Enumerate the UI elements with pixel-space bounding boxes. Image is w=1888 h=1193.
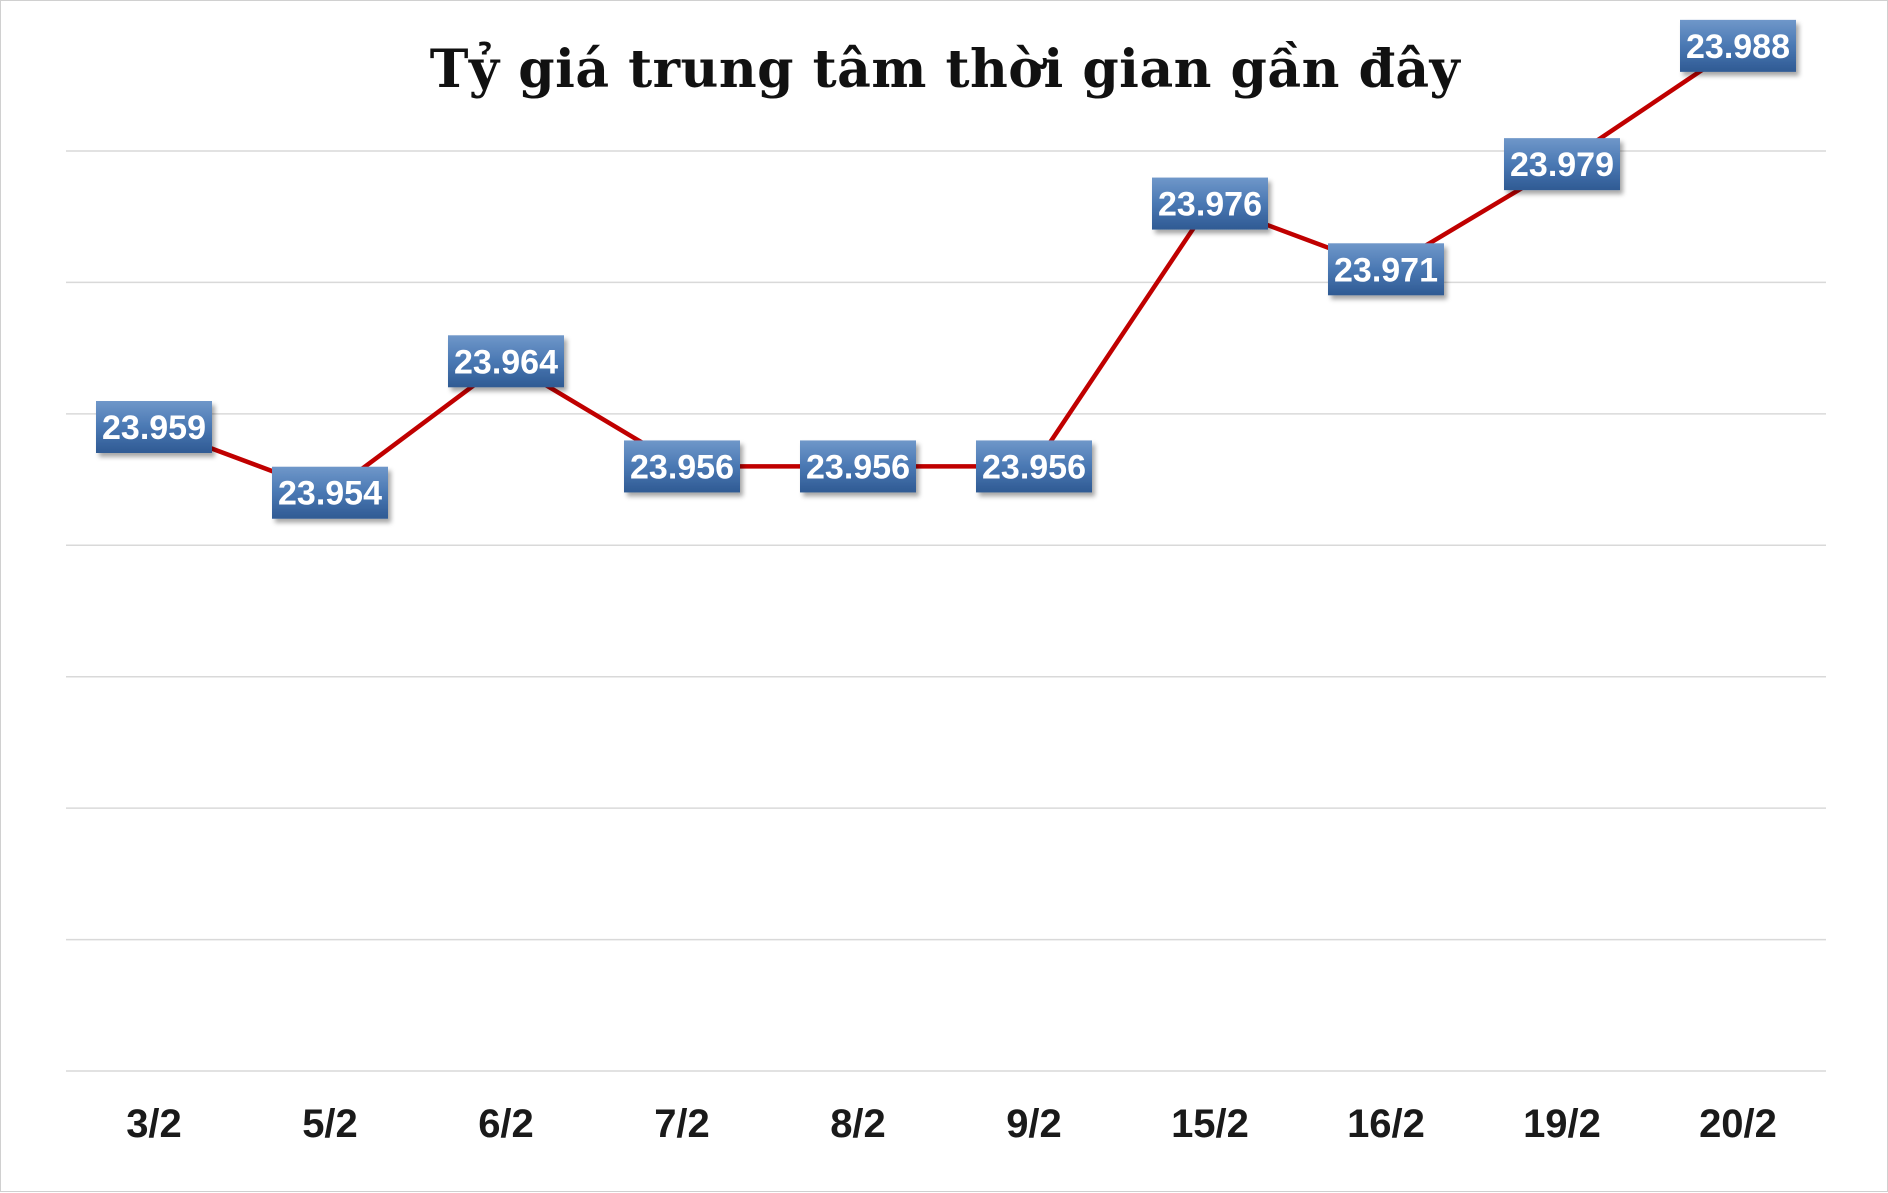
- data-label-box: [624, 440, 740, 493]
- data-label: 23.964: [448, 335, 564, 388]
- data-label-box: [1328, 243, 1444, 296]
- x-tick-label: 7/2: [654, 1102, 710, 1146]
- x-tick-label: 5/2: [302, 1102, 358, 1146]
- data-label: 23.979: [1504, 138, 1620, 191]
- data-label-box: [96, 401, 212, 453]
- data-label-text: 23.979: [1510, 146, 1614, 184]
- x-tick-label: 15/2: [1171, 1102, 1249, 1146]
- x-tick-label: 20/2: [1699, 1102, 1777, 1146]
- x-axis-labels: 3/2 5/2 6/2 7/2 8/2 9/2 15/2 16/2 19/2 20/2: [126, 1102, 1777, 1146]
- data-label-text: 23.956: [630, 448, 734, 486]
- data-label-box: [272, 466, 388, 519]
- x-tick-label: 16/2: [1347, 1102, 1425, 1146]
- x-tick-label: 8/2: [830, 1102, 886, 1146]
- data-label: 23.976: [1152, 177, 1268, 230]
- data-label-text: 23.954: [278, 475, 382, 513]
- data-label-box: [800, 440, 916, 493]
- data-label-text: 23.956: [982, 448, 1086, 486]
- x-tick-label: 3/2: [126, 1102, 182, 1146]
- chart-title: Tỷ giá trung tâm thời gian gần đây: [429, 39, 1461, 100]
- x-tick-label: 6/2: [478, 1102, 534, 1146]
- data-label-box: [448, 335, 564, 388]
- data-labels: 23.959 23.954 23.964 23.956 23.956 23.956 23.9…: [96, 19, 1796, 519]
- data-label: 23.971: [1328, 243, 1444, 296]
- data-label-box: [1504, 138, 1620, 191]
- data-label: 23.959: [96, 401, 212, 453]
- data-label: 23.956: [624, 440, 740, 493]
- data-label: 23.956: [800, 440, 916, 493]
- series-line: [151, 43, 1741, 495]
- data-label: 23.988: [1680, 19, 1796, 72]
- x-tick-label: 9/2: [1006, 1102, 1062, 1146]
- data-label-text: 23.976: [1158, 186, 1262, 224]
- data-label-text: 23.959: [102, 409, 206, 447]
- data-label-box: [976, 440, 1092, 493]
- x-tick-label: 19/2: [1523, 1102, 1601, 1146]
- data-label-text: 23.971: [1334, 251, 1438, 289]
- data-label-text: 23.988: [1686, 28, 1790, 66]
- series-line-path: [151, 43, 1741, 495]
- data-label: 23.954: [272, 466, 388, 519]
- data-label-box: [1152, 177, 1268, 230]
- data-label-box: [1680, 19, 1796, 72]
- data-label-text: 23.964: [454, 343, 558, 381]
- gridlines: [66, 150, 1826, 1072]
- data-label-text: 23.956: [806, 448, 910, 486]
- data-label: 23.956: [976, 440, 1092, 493]
